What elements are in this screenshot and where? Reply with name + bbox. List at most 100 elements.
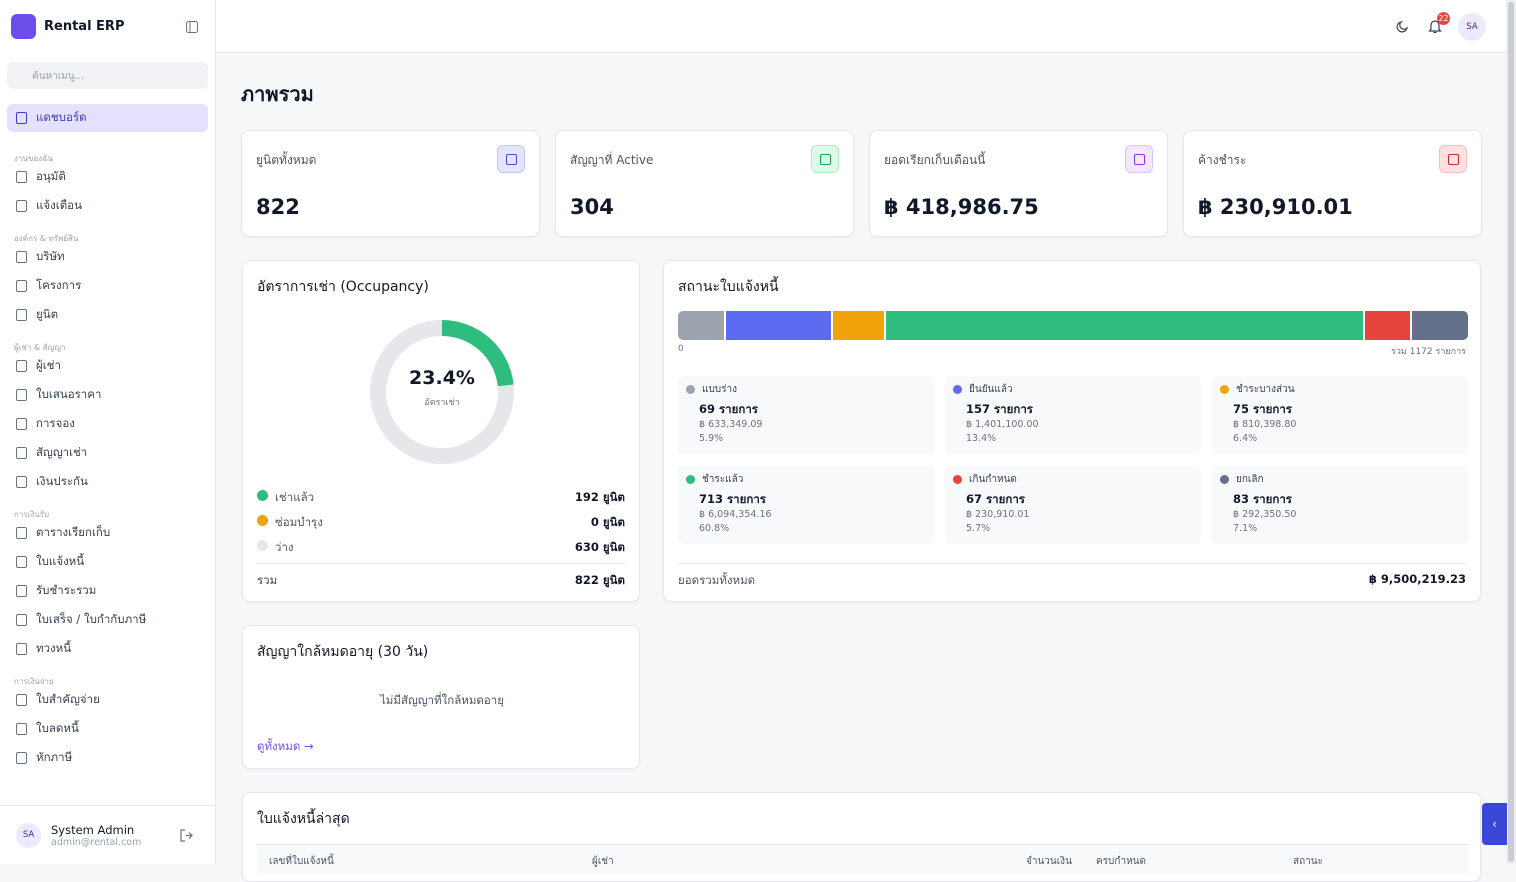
nav-item[interactable]: รับชำระรวม [7,576,208,605]
nav-group-label: ผู้เช่า & สัญญา [14,343,66,352]
stat-icon-glyph [1447,154,1459,165]
nav-group-label: องค์กร & ทรัพย์สิน [14,234,79,243]
status-amount: ฿ 633,349.09 [699,419,763,430]
nav-group-label: งานของฉัน [14,154,53,163]
nav-item[interactable]: ใบสำคัญจ่าย [7,685,208,714]
user-avatar: SA [16,822,41,848]
status-segment [1365,311,1411,340]
status-count: 69 รายการ [699,402,758,416]
occupancy-card: อัตราการเช่า (Occupancy) 23.4% อัตราเช่า… [242,260,640,602]
nav-icon [16,526,27,539]
status-name: ยกเลิก [1236,474,1264,485]
nav-item[interactable]: แจ้งเตือน [7,191,208,220]
collapse-button[interactable] [186,21,198,33]
side-panel-toggle[interactable]: ‹ [1482,803,1507,845]
nav-item[interactable]: โครงการ [7,271,208,300]
latest-invoices-card: ใบแจ้งหนี้ล่าสุด เลขที่ใบแจ้งหนี้ ผู้เช่า… [242,792,1481,882]
invoice-status-card: สถานะใบแจ้งหนี้ 0 รวม 1172 รายการ แบบร่า… [663,260,1481,602]
stat-card: ค้างชำระ฿ 230,910.01 [1183,130,1482,237]
status-card: แบบร่าง 69 รายการ฿ 633,349.09 5.9% [678,376,934,454]
scrollbar-thumb[interactable] [1508,2,1514,862]
nav-icon [16,308,27,321]
nav-item[interactable]: การจอง [7,409,208,438]
status-card: ชำระแล้ว 713 รายการ฿ 6,094,354.16 60.8% [678,466,934,544]
nav-item[interactable]: ใบเสร็จ / ใบกำกับภาษี [7,605,208,634]
nav-label: ใบสำคัญจ่าย [36,691,100,706]
stat-card: สัญญาที่ Active 304 [555,130,854,237]
user-email: admin@rental.com [51,836,142,848]
nav-icon [16,693,27,706]
nav-item[interactable]: ใบเสนอราคา [7,380,208,409]
nav-group-label: การเงินรับ [14,510,50,519]
nav-item[interactable]: ใบแจ้งหนี้ [7,547,208,576]
sidebar: Rental ERP ค้นหาเมนู... แดชบอร์ดงานของฉั… [0,0,216,864]
nav-label: แจ้งเตือน [36,197,82,212]
total-value: 822 ยูนิต [574,573,625,587]
nav-icon [16,722,27,735]
status-amount: ฿ 292,350.50 [1233,509,1297,520]
column-header: ครบกำหนด [1096,856,1146,867]
nav-item[interactable]: หักภาษี [7,743,208,772]
nav-item[interactable]: เงินประกัน [7,467,208,496]
status-share: 60.8% [699,523,730,534]
nav-label: ผู้เช่า [36,357,61,372]
status-amount: ฿ 6,094,354.16 [699,509,772,520]
status-share: 13.4% [966,433,997,444]
card-title: สัญญาใกล้หมดอายุ (30 วัน) [257,644,429,660]
stat-value: 304 [570,195,614,219]
user-box: SA System Admin admin@rental.com [0,805,215,864]
stat-value: 822 [256,195,300,219]
status-name: ชำระบางส่วน [1236,384,1295,395]
stat-icon [811,145,839,173]
stat-card: ยูนิตทั้งหมด 822 [241,130,540,237]
brand[interactable]: Rental ERP [11,14,124,39]
status-dot [1220,475,1229,484]
nav-label: การจอง [36,415,75,430]
legend-dot [257,490,268,501]
status-dot [1220,385,1229,394]
status-segment [833,311,884,340]
legend-value: 0 ยูนิต [590,515,625,529]
status-count: 713 รายการ [699,492,766,506]
nav-label: ใบเสร็จ / ใบกำกับภาษี [36,611,147,626]
status-segment [678,311,725,340]
logout-button[interactable] [180,829,193,842]
header-avatar[interactable]: SA [1458,13,1486,41]
nav-item[interactable]: ยูนิต [7,300,208,329]
status-segment [1412,311,1468,340]
menu-search[interactable]: ค้นหาเมนู... [7,62,208,89]
status-card: ยกเลิก 83 รายการ฿ 292,350.50 7.1% [1212,466,1468,544]
legend-label: เช่าแล้ว [275,490,315,504]
nav-item[interactable]: ผู้เช่า [7,351,208,380]
theme-toggle[interactable] [1396,20,1409,33]
scrollbar [1506,0,1516,864]
stat-label: ค้างชำระ [1198,153,1247,167]
nav-item[interactable]: ใบลดหนี้ [7,714,208,743]
nav-label: แดชบอร์ด [36,110,87,124]
view-all-link[interactable]: ดูทั้งหมด → [257,739,314,753]
status-name: เกินกำหนด [969,474,1017,485]
nav-item[interactable]: ตารางเรียกเก็บ [7,518,208,547]
column-header: ผู้เช่า [592,856,614,867]
occupancy-caption: อัตราเช่า [424,398,460,408]
nav-icon [16,751,27,764]
status-share: 5.7% [966,523,991,534]
status-share: 7.1% [1233,523,1258,534]
nav-icon [16,446,27,459]
stat-icon-glyph [819,154,831,165]
nav-item[interactable]: อนุมัติ [7,162,208,191]
notification-badge: 22 [1437,12,1450,25]
nav-item[interactable]: ทวงหนี้ [7,634,208,663]
nav-item[interactable]: สัญญาเช่า [7,438,208,467]
legend-label: ซ่อมบำรุง [275,515,323,529]
nav-item[interactable]: บริษัท [7,242,208,271]
empty-message: ไม่มีสัญญาที่ใกล้หมดอายุ [380,693,504,707]
nav-icon [16,112,27,124]
nav-item[interactable]: แดชบอร์ด [7,104,208,132]
legend-value: 630 ยูนิต [574,540,625,554]
status-amount: ฿ 810,398.80 [1233,419,1297,430]
stat-icon-glyph [1133,154,1145,165]
stat-icon [1439,145,1467,173]
status-count: 157 รายการ [966,402,1033,416]
